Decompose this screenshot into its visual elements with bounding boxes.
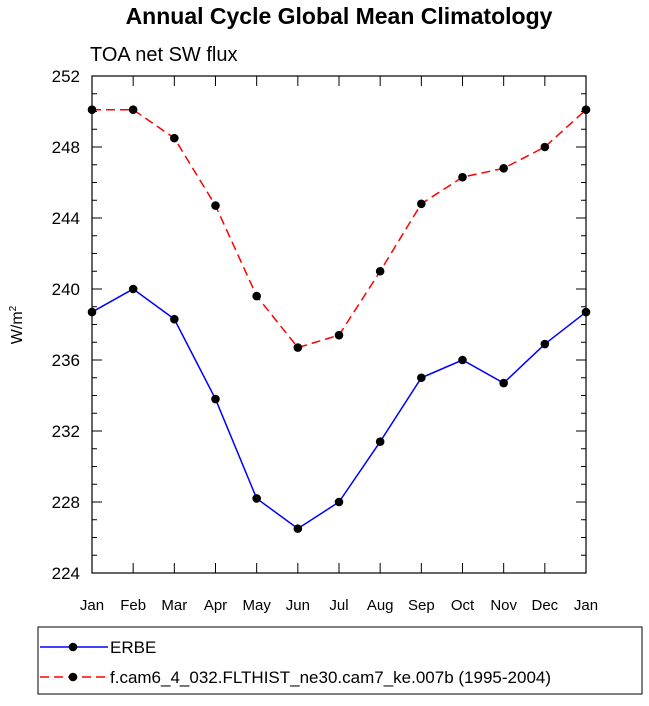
- erbe-point: [128, 284, 138, 294]
- x-tick-label: Oct: [451, 597, 475, 614]
- x-tick-label: Mar: [161, 597, 187, 614]
- erbe-point: [375, 437, 385, 446]
- legend-model-marker: [68, 672, 78, 682]
- series-layer: [87, 105, 591, 533]
- legend-erbe-label: ERBE: [110, 638, 156, 657]
- model-point: [252, 291, 261, 301]
- y-axis-title-superscript: 2: [8, 305, 19, 311]
- legend-model-label: f.cam6_4_032.FLTHIST_ne30.cam7_ke.007b (…: [110, 668, 551, 687]
- y-tick-label: 228: [52, 493, 80, 512]
- legend: ERBE f.cam6_4_032.FLTHIST_ne30.cam7_ke.00…: [37, 626, 643, 695]
- model-point: [540, 142, 550, 152]
- x-tick-label: Jul: [329, 597, 348, 614]
- model-point: [128, 105, 138, 115]
- chart-subtitle: TOA net SW flux: [90, 44, 237, 66]
- x-tick-label: Aug: [367, 597, 394, 614]
- y-tick-label: 232: [52, 422, 80, 441]
- model-point: [581, 105, 591, 115]
- y-tick-label: 224: [52, 564, 80, 583]
- erbe-point: [252, 494, 261, 503]
- erbe-point: [211, 394, 220, 404]
- x-tick-label: Sep: [408, 597, 435, 614]
- legend-box: [37, 626, 643, 695]
- y-tick-label: 248: [52, 138, 80, 157]
- erbe-point: [417, 373, 426, 383]
- chart-title: Annual Cycle Global Mean Climatology: [126, 3, 553, 29]
- x-tick-label: Jan: [80, 597, 104, 614]
- x-tick-label: Feb: [120, 597, 146, 614]
- model-point: [334, 330, 344, 340]
- y-axis-label: W/m2: [8, 305, 26, 344]
- x-tick-label: Jun: [286, 597, 310, 614]
- x-tick-label: Nov: [490, 597, 517, 614]
- erbe-point: [334, 497, 344, 507]
- model-point: [417, 199, 426, 209]
- x-tick-label: Jan: [574, 597, 598, 614]
- legend-erbe-marker: [68, 642, 78, 652]
- erbe-point: [458, 355, 467, 365]
- axis-ticks: 224 228 232 236 240 244 248 252 Jan Feb Mar Apr May J…: [52, 67, 598, 614]
- x-tick-label: May: [242, 597, 271, 614]
- model-point: [375, 266, 385, 276]
- x-tick-label: Dec: [531, 597, 558, 614]
- model-point: [293, 343, 303, 352]
- erbe-point: [581, 307, 591, 317]
- y-axis-title-main: W/m: [9, 311, 26, 344]
- y-tick-label: 236: [52, 351, 80, 370]
- observation-series-line: [91, 288, 587, 530]
- y-tick-label: 240: [52, 280, 80, 299]
- model-point: [211, 201, 220, 210]
- erbe-point: [499, 378, 508, 388]
- model-point: [458, 172, 467, 182]
- model-point: [499, 164, 508, 173]
- y-axis-title: W/m2: [8, 305, 26, 344]
- x-tick-label: Apr: [204, 597, 227, 614]
- y-tick-label: 252: [52, 67, 80, 86]
- erbe-point: [170, 314, 179, 324]
- erbe-point: [87, 307, 97, 317]
- model-point: [170, 133, 179, 143]
- erbe-point: [540, 339, 550, 349]
- model-point: [87, 105, 97, 115]
- erbe-point: [293, 524, 303, 533]
- model-series-line: [92, 108, 587, 349]
- y-tick-label: 244: [52, 209, 80, 228]
